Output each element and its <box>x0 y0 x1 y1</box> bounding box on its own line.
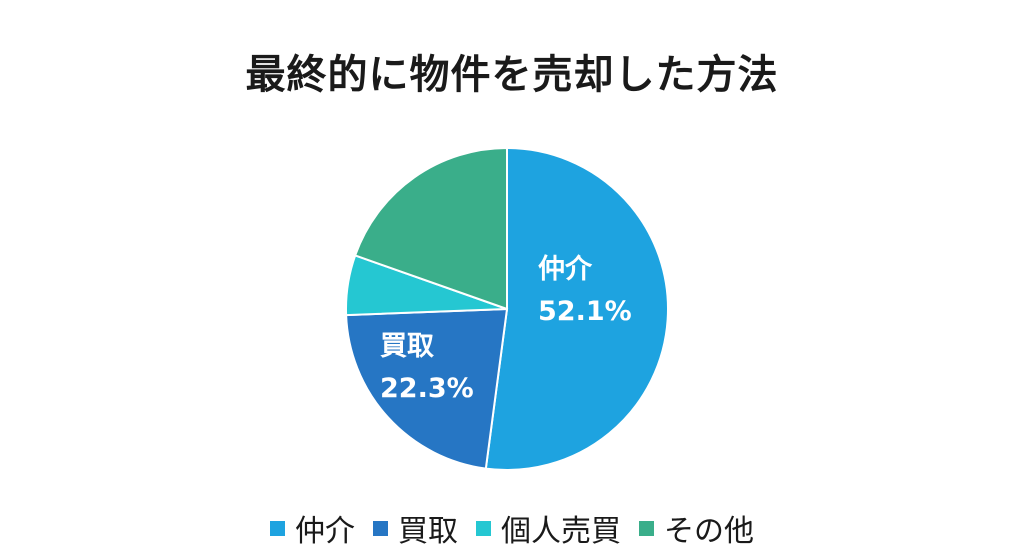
chart-title: 最終的に物件を売却した方法 <box>245 52 779 98</box>
legend-item-1: 買取 <box>373 506 458 550</box>
pie-slice-0 <box>484 146 669 471</box>
legend-swatch-2 <box>476 520 491 536</box>
slice-label-1: 買取 <box>380 331 434 362</box>
slice-label-0: 仲介 <box>538 254 593 285</box>
legend-swatch-1 <box>373 520 388 536</box>
legend-label-1: 買取 <box>398 514 458 549</box>
legend-swatch-3 <box>639 520 654 536</box>
legend-label-2: 個人売買 <box>501 514 621 549</box>
legend-swatch-0 <box>270 520 285 536</box>
chart-legend: 仲介 買取 個人売買 その他 <box>0 506 1024 550</box>
slice-value-label-0: 52.1% <box>538 296 632 327</box>
slice-value-label-1: 22.3% <box>380 373 474 404</box>
legend-item-0: 仲介 <box>270 506 355 550</box>
legend-label-3: その他 <box>664 514 754 549</box>
legend-label-0: 仲介 <box>295 514 355 549</box>
pie-slice-3 <box>353 146 508 311</box>
legend-item-2: 個人売買 <box>476 506 621 550</box>
pie-slice-1 <box>345 307 509 470</box>
legend-item-3: その他 <box>639 506 754 550</box>
